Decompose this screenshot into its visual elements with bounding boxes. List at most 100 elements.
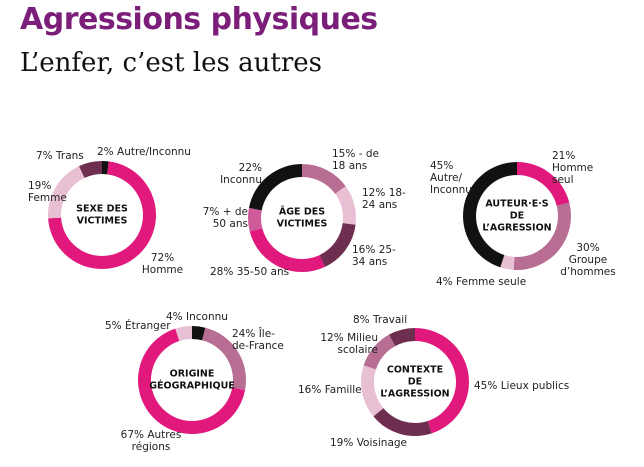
category-label: 18-24 ans (362, 187, 406, 211)
category-label: Île-de-France (232, 328, 284, 352)
donut-title: L’AGRESSION (482, 223, 551, 234)
donut-title: VICTIMES (277, 219, 328, 230)
value-label: 16% (298, 384, 322, 396)
donut-title: ORIGINE (170, 369, 215, 380)
page-title: Agressions physiques (20, 2, 378, 37)
category-label: Autre/Inconnu (117, 146, 191, 158)
segment-label: 72% Homme (140, 252, 185, 276)
segment-label: 16% Famille (298, 384, 368, 396)
segment-label: 22% Inconnu (210, 162, 262, 186)
donut-segment (302, 164, 346, 194)
donut-segment (202, 327, 246, 391)
segment-label: 28% 35-50 ans (210, 266, 320, 278)
category-label: Inconnu (220, 174, 262, 186)
category-label: Travail (373, 314, 408, 326)
segment-label: 45% Lieux publics (474, 380, 584, 392)
value-label: 28% (210, 266, 234, 278)
value-label: 45% (430, 160, 454, 172)
category-label: Milieu scolaire (337, 332, 378, 356)
segment-label: 21% Homme seul (552, 150, 617, 186)
donut-title: CONTEXTE (387, 365, 443, 376)
donut-segment (249, 228, 325, 272)
category-label: Femme seule (456, 276, 527, 288)
value-label: 24% (232, 328, 256, 340)
value-label: 19% (28, 180, 52, 192)
donut-segment (373, 408, 432, 436)
value-label: 67% (120, 429, 144, 441)
category-label: + de 50 ans (212, 206, 248, 230)
donut-title: SEXE DES (76, 204, 128, 215)
segment-label: 19% Voisinage (330, 437, 430, 449)
category-label: Homme (141, 264, 184, 276)
category-label: Femme (28, 192, 67, 204)
donut-segment (102, 161, 109, 175)
value-label: 12% (320, 332, 344, 344)
donut-segment (335, 186, 356, 225)
value-label: 30% (576, 242, 600, 254)
donut-segment (248, 164, 302, 211)
category-label: - de 18 ans (332, 148, 379, 172)
value-label: 72% (150, 252, 175, 264)
page-subtitle: L’enfer, c’est les autres (20, 48, 322, 78)
donut-title: ÂGE DES (279, 206, 325, 218)
donut-title: GÉOGRAPHIQUE (149, 380, 235, 392)
value-label: 4% (166, 311, 183, 323)
value-label: 7% (36, 150, 53, 162)
category-label: Homme seul (552, 162, 594, 186)
category-label: Famille (324, 384, 362, 396)
donut-title: L’AGRESSION (380, 389, 449, 400)
donut-segment (248, 207, 263, 232)
segment-label: 4% Femme seule (436, 276, 556, 288)
donut-title: VICTIMES (77, 216, 128, 227)
value-label: 12% (362, 187, 386, 199)
segment-label: 19% Femme (28, 180, 68, 204)
category-label: Voisinage (356, 437, 407, 449)
segment-label: 7% Trans (36, 150, 96, 162)
value-label: 21% (552, 150, 576, 162)
segment-label: 7% + de 50 ans (200, 206, 248, 230)
donut-title: DE (510, 211, 524, 222)
segment-label: 2% Autre/Inconnu (97, 146, 197, 158)
donut-segment (415, 328, 469, 434)
segment-label: 12% Milieu scolaire (316, 332, 378, 356)
segment-label: 16% 25-34 ans (352, 244, 402, 268)
category-label: Lieux publics (500, 380, 570, 392)
value-label: 16% (352, 244, 376, 256)
donut-segment (463, 162, 517, 268)
value-label: 45% (474, 380, 498, 392)
value-label: 2% (97, 146, 114, 158)
category-label: 25-34 ans (352, 244, 396, 268)
value-label: 5% (105, 320, 122, 332)
donut-segment (192, 326, 206, 341)
value-label: 7% (202, 206, 220, 218)
segment-label: 24% Île-de-France (232, 328, 287, 352)
segment-label: 12% 18-24 ans (362, 187, 412, 211)
value-label: 22% (238, 162, 262, 174)
segment-label: 8% Travail (353, 314, 433, 326)
value-label: 19% (330, 437, 354, 449)
donut-title: DE (408, 377, 422, 388)
donut-segment (500, 254, 515, 270)
category-label: Autre/ Inconnu (430, 172, 472, 196)
category-label: Trans (56, 150, 84, 162)
donut-segment (319, 223, 356, 267)
segment-label: 15% - de 18 ans (332, 148, 392, 172)
value-label: 4% (436, 276, 453, 288)
donut-segment (363, 334, 396, 370)
segment-label: 5% Étranger (105, 320, 185, 332)
category-label: 35-50 ans (236, 266, 290, 278)
value-label: 15% (332, 148, 356, 160)
donut-segment (360, 365, 384, 417)
segment-label: 67% Autres régions (116, 429, 186, 453)
category-label: Étranger (125, 320, 171, 332)
segment-label: 4% Inconnu (166, 311, 256, 323)
donut-segment (517, 162, 570, 206)
donut-segment (175, 326, 192, 342)
donut-segment (47, 166, 85, 219)
donut-segment (79, 161, 102, 178)
donut-title: AUTEUR·E·S (485, 199, 548, 210)
donut-segment (388, 328, 415, 347)
value-label: 8% (353, 314, 370, 326)
segment-label: 45% Autre/ Inconnu (430, 160, 485, 196)
